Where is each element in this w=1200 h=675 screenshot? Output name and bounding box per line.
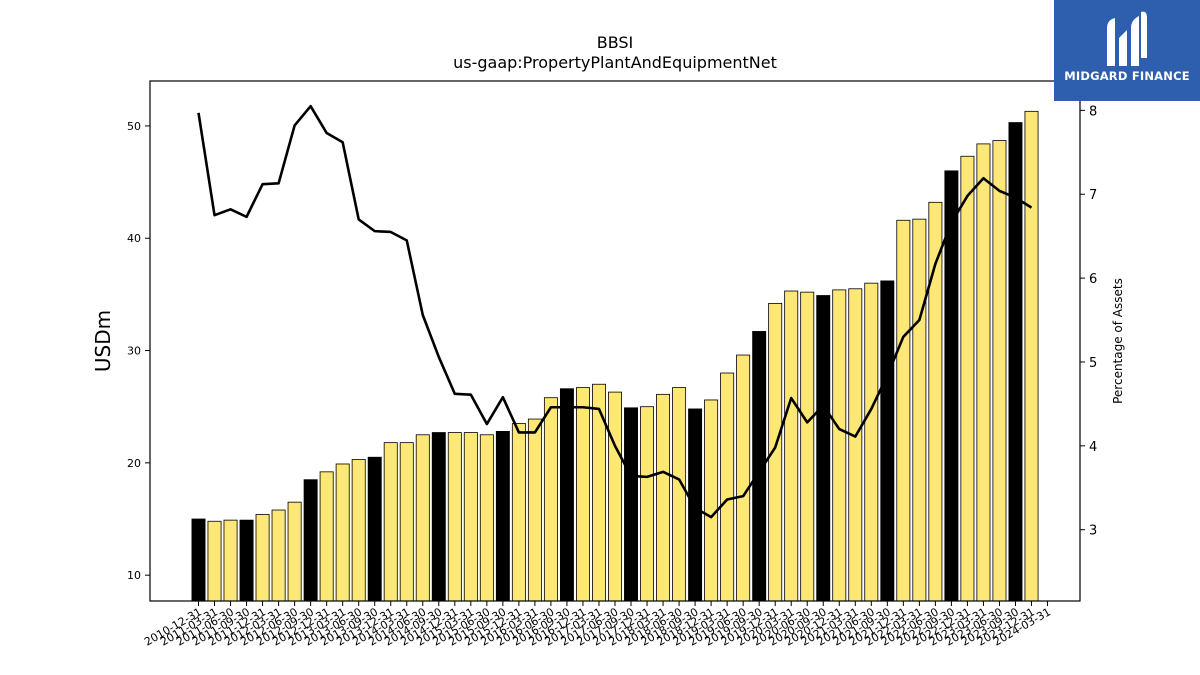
bar xyxy=(912,218,927,602)
bar xyxy=(976,143,991,602)
bar-series xyxy=(191,110,1039,602)
bar xyxy=(511,423,526,602)
percent-line-series xyxy=(197,104,1033,519)
y2-axis-label: Percentage of Assets xyxy=(1111,278,1125,404)
bar xyxy=(896,219,911,602)
bar xyxy=(575,387,590,602)
y-tick-label: 50 xyxy=(127,120,141,133)
plot-frame xyxy=(149,80,1081,602)
bar xyxy=(447,432,462,602)
bar xyxy=(608,391,622,602)
y-axis-label: USDm xyxy=(91,310,115,372)
bar xyxy=(672,387,687,602)
bar xyxy=(848,288,863,602)
y-tick-label: 20 xyxy=(127,457,141,470)
bar xyxy=(271,509,286,602)
brand-logo: MIDGARD FINANCE xyxy=(1054,0,1200,101)
bar xyxy=(383,442,398,602)
y2-tick-label: 5 xyxy=(1089,356,1097,371)
bar xyxy=(992,140,1007,602)
bar xyxy=(656,393,671,602)
bar xyxy=(223,519,238,602)
bar xyxy=(543,397,558,602)
bar xyxy=(335,463,350,602)
y-axis-left: 10 20 30 40 50 xyxy=(127,120,150,582)
bar xyxy=(640,406,655,602)
bar xyxy=(736,354,751,602)
y2-tick-label: 7 xyxy=(1089,188,1097,203)
bar xyxy=(559,388,574,602)
bar xyxy=(191,518,206,602)
bar xyxy=(688,408,703,602)
y-tick-label: 40 xyxy=(127,232,141,245)
bar xyxy=(960,155,975,602)
bar xyxy=(303,479,318,602)
bar xyxy=(351,459,366,602)
bar xyxy=(624,407,638,602)
y2-tick-label: 8 xyxy=(1089,104,1097,119)
bar xyxy=(864,282,879,602)
bar xyxy=(239,519,254,602)
x-axis: 2010-12-312011-03-312011-06-302011-09-30… xyxy=(142,601,1053,649)
bar xyxy=(800,291,815,602)
bar xyxy=(880,280,895,602)
bar xyxy=(495,431,510,602)
y-tick-label: 30 xyxy=(127,345,141,358)
bar xyxy=(367,456,382,602)
bar xyxy=(287,501,302,602)
y-tick-label: 10 xyxy=(127,569,141,582)
bar xyxy=(319,471,334,602)
chart-title: BBSI xyxy=(597,33,634,52)
bar xyxy=(527,418,542,602)
percent-line xyxy=(197,104,1033,519)
bar xyxy=(431,432,446,602)
bar xyxy=(399,442,414,602)
bar xyxy=(832,289,847,602)
bar xyxy=(415,434,430,602)
bar xyxy=(479,434,494,602)
y2-tick-label: 6 xyxy=(1089,272,1097,287)
bar xyxy=(784,290,799,602)
bar xyxy=(1024,110,1039,602)
bar xyxy=(816,295,831,602)
y2-tick-label: 4 xyxy=(1089,440,1097,455)
midgard-logo-icon xyxy=(1107,11,1147,66)
y2-tick-label: 3 xyxy=(1089,524,1097,539)
bar xyxy=(207,520,222,602)
chart-subtitle: us-gaap:PropertyPlantAndEquipmentNet xyxy=(453,53,777,72)
y-axis-right: 3 4 5 6 7 8 xyxy=(1080,104,1097,539)
brand-name: MIDGARD FINANCE xyxy=(1064,69,1190,83)
bar xyxy=(463,432,478,602)
bar xyxy=(720,372,735,602)
bar xyxy=(255,514,270,602)
bar xyxy=(704,399,719,602)
